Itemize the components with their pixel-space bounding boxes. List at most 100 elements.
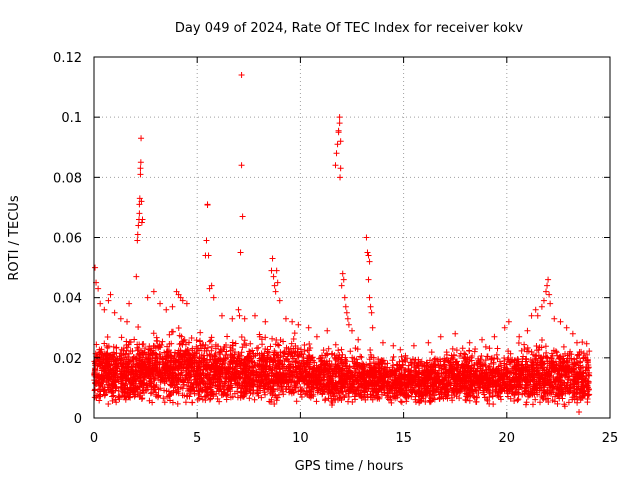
data-point — [96, 351, 103, 358]
data-point — [152, 375, 159, 382]
data-point — [114, 355, 121, 362]
data-point — [112, 366, 119, 373]
data-point — [102, 363, 109, 370]
data-point — [137, 392, 144, 399]
data-point — [177, 347, 184, 354]
data-point — [104, 356, 111, 363]
data-point — [179, 355, 186, 362]
data-point — [125, 363, 132, 370]
data-point — [112, 361, 119, 368]
data-points — [91, 72, 593, 415]
data-point — [188, 379, 195, 386]
data-point — [169, 399, 176, 406]
data-point — [97, 393, 104, 400]
data-point — [91, 369, 98, 376]
data-point — [179, 385, 186, 392]
data-point — [94, 379, 101, 386]
data-point — [161, 399, 168, 406]
data-point — [134, 384, 141, 391]
data-point — [143, 387, 150, 394]
data-point — [170, 328, 177, 335]
data-point — [101, 384, 108, 391]
data-point — [110, 343, 117, 350]
data-point — [184, 346, 191, 353]
data-point — [164, 343, 171, 350]
data-point — [147, 380, 154, 387]
data-point — [124, 384, 131, 391]
data-point — [126, 393, 133, 400]
data-point — [116, 396, 123, 403]
data-point — [162, 358, 169, 365]
data-point — [162, 372, 169, 379]
data-point — [168, 340, 175, 347]
data-point — [118, 356, 125, 363]
data-point — [113, 372, 120, 379]
data-point — [135, 324, 142, 331]
data-point — [134, 341, 141, 348]
data-point — [105, 400, 112, 407]
data-point — [168, 353, 175, 360]
data-point — [104, 333, 111, 340]
data-point — [163, 348, 170, 355]
data-point — [157, 344, 164, 351]
data-point — [155, 386, 162, 393]
data-point — [169, 374, 176, 381]
data-point — [185, 351, 192, 358]
data-point — [132, 355, 139, 362]
data-point — [161, 387, 168, 394]
data-point — [175, 325, 182, 332]
data-point — [137, 374, 144, 381]
data-point — [147, 361, 154, 368]
data-point — [149, 355, 156, 362]
data-point — [167, 349, 174, 356]
data-point — [156, 351, 163, 358]
data-point — [96, 346, 103, 353]
data-point — [137, 367, 144, 374]
data-point — [191, 354, 198, 361]
data-point — [135, 346, 142, 353]
data-point — [143, 381, 150, 388]
data-point — [161, 367, 168, 374]
data-point — [181, 392, 188, 399]
data-point — [148, 389, 155, 396]
data-point — [168, 381, 175, 388]
data-point — [159, 361, 166, 368]
data-point — [153, 337, 160, 344]
data-point — [135, 350, 142, 357]
data-point — [104, 344, 111, 351]
data-point — [178, 333, 185, 340]
data-point — [123, 373, 130, 380]
data-point — [174, 400, 181, 407]
data-point — [100, 354, 107, 361]
data-point — [122, 393, 129, 400]
data-point — [154, 368, 161, 375]
data-point — [108, 358, 115, 365]
data-point — [96, 378, 103, 385]
data-point — [118, 346, 125, 353]
data-point — [101, 392, 108, 399]
data-point — [143, 371, 150, 378]
data-point — [103, 379, 110, 386]
data-point — [138, 380, 145, 387]
data-point — [120, 351, 127, 358]
data-point — [120, 361, 127, 368]
data-point — [91, 387, 98, 394]
data-point — [127, 394, 134, 401]
data-point — [146, 358, 153, 365]
data-point — [138, 356, 145, 363]
data-point — [132, 370, 139, 377]
data-point — [113, 344, 120, 351]
data-point — [121, 368, 128, 375]
data-point — [120, 381, 127, 388]
data-point — [133, 355, 140, 362]
data-point — [181, 358, 188, 365]
data-point — [106, 375, 113, 382]
data-point — [125, 369, 132, 376]
data-point — [131, 336, 138, 343]
data-point — [159, 338, 166, 345]
data-point — [111, 374, 118, 381]
data-point — [188, 386, 195, 393]
data-point — [182, 376, 189, 383]
data-point — [175, 358, 182, 365]
data-point — [224, 354, 231, 361]
